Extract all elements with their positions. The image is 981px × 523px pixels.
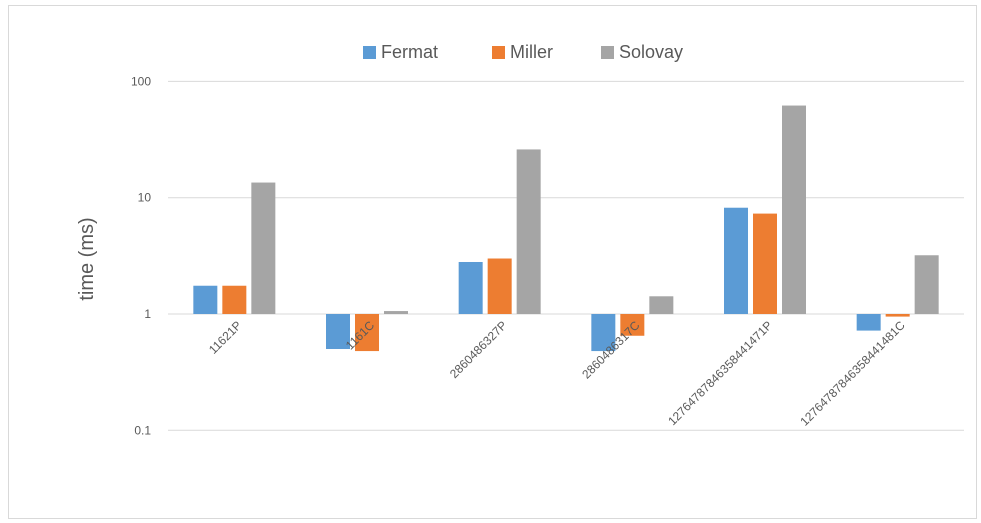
legend-swatch-miller (492, 46, 505, 59)
y-tick-label: 1 (144, 307, 151, 321)
bar-solovay (649, 296, 674, 314)
gridlines (168, 80, 964, 431)
bar-solovay (251, 182, 276, 314)
bar-chart: Fermat Miller Solovay 0.1 1 10 100 11621P 1161… (76, 42, 964, 437)
bar-fermat (856, 314, 881, 331)
bar-solovay (914, 255, 939, 314)
x-tick-label: 12764787846358441481C (797, 318, 908, 429)
legend-label-solovay: Solovay (619, 42, 683, 62)
legend-label-fermat: Fermat (381, 42, 438, 62)
bar-fermat (326, 314, 350, 350)
bar-miller (753, 213, 777, 314)
y-tick-labels: 0.1 1 10 100 (131, 74, 151, 437)
x-tick-label: 2860486327P (447, 318, 510, 381)
bar-fermat (458, 261, 483, 314)
chart-legend: Fermat Miller Solovay (363, 42, 683, 62)
legend-swatch-solovay (601, 46, 614, 59)
y-tick-label: 100 (131, 74, 151, 88)
bar-fermat (591, 314, 616, 352)
bar-miller (620, 314, 645, 336)
x-tick-labels: 11621P 1161C 2860486327P 2860486317C 1276478… (206, 318, 908, 429)
legend-label-miller: Miller (510, 42, 553, 62)
bar-solovay (516, 149, 541, 314)
y-tick-label: 0.1 (134, 423, 151, 437)
bar-solovay (384, 311, 408, 314)
x-tick-label: 12764787846358441471P (665, 318, 775, 428)
legend-swatch-fermat (363, 46, 376, 59)
bar-fermat (724, 207, 748, 314)
bar-miller (355, 314, 379, 352)
bar-fermat (193, 285, 218, 314)
bar-miller (885, 314, 910, 317)
chart-frame: Fermat Miller Solovay 0.1 1 10 100 11621P 1161… (8, 5, 977, 519)
bar-miller (222, 285, 247, 314)
x-tick-label: 11621P (206, 318, 245, 357)
bar-miller (487, 258, 512, 314)
bars (193, 105, 939, 352)
y-tick-label: 10 (138, 191, 152, 205)
bar-solovay (782, 105, 806, 314)
y-axis-label: time (ms) (76, 217, 98, 300)
